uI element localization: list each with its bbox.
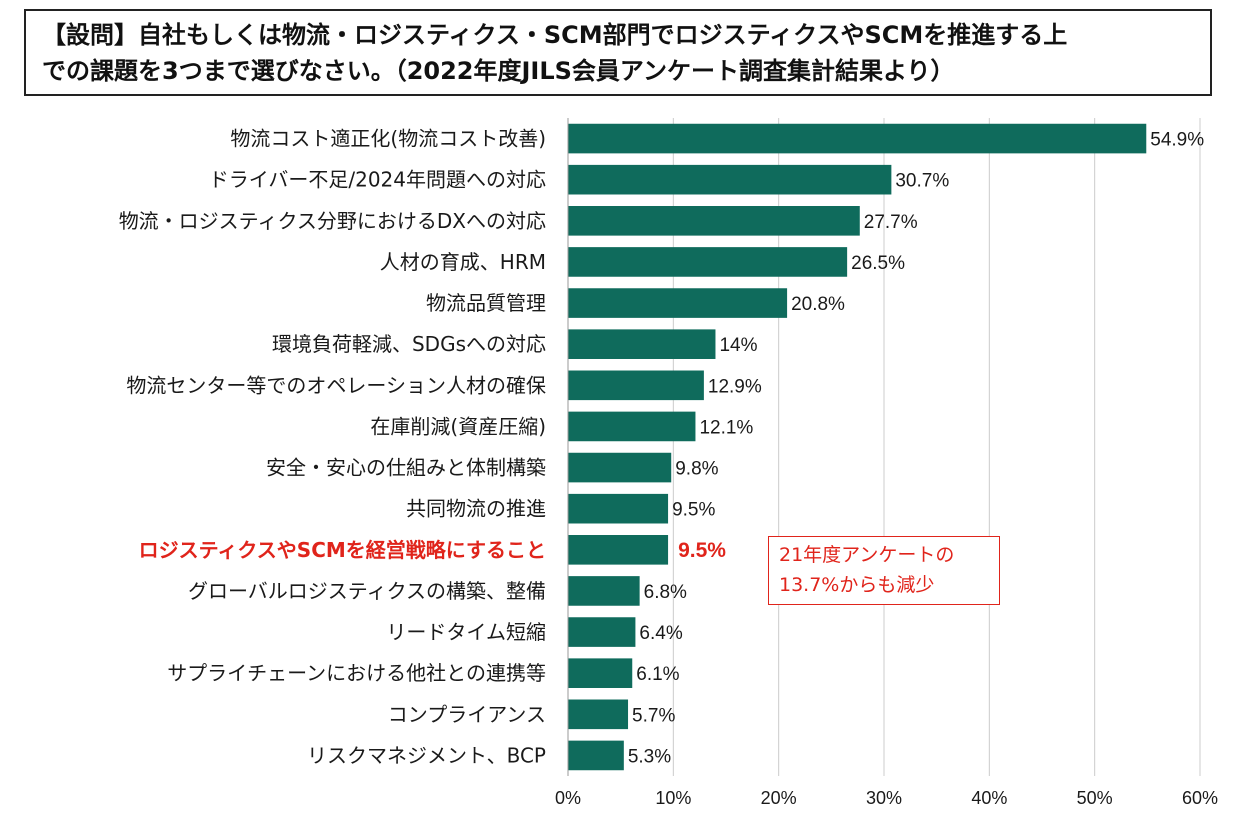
bar [568, 617, 636, 647]
category-label: グローバルロジスティクスの構築、整備 [188, 579, 546, 603]
x-tick-label: 10% [655, 788, 691, 808]
category-label: 物流センター等でのオペレーション人材の確保 [126, 373, 546, 397]
value-label: 27.7% [864, 212, 918, 233]
bar [568, 699, 629, 730]
chart-title-line-1: 【設問】自社もしくは物流・ロジスティクス・SCM部門でロジスティクスやSCMを推… [42, 21, 1068, 49]
x-tick-label: 0% [555, 788, 581, 808]
category-label: リードタイム短縮 [386, 620, 546, 644]
bar [568, 288, 788, 318]
value-label: 6.8% [644, 582, 687, 603]
bar [568, 164, 892, 195]
category-label: 物流コスト適正化(物流コスト改善) [230, 127, 546, 151]
category-label: 安全・安心の仕組みと体制構築 [266, 456, 546, 480]
bar [568, 452, 672, 483]
value-label: 9.5% [678, 539, 726, 562]
annotation-line-1: 21年度アンケートの [779, 544, 955, 566]
value-label: 5.7% [632, 705, 675, 726]
value-label: 9.8% [675, 459, 718, 480]
value-label: 5.3% [628, 746, 671, 767]
bar [568, 411, 696, 442]
x-tick-label: 20% [761, 788, 797, 808]
category-label: 共同物流の推進 [406, 497, 546, 521]
value-label: 54.9% [1150, 130, 1204, 151]
chart-title: 【設問】自社もしくは物流・ロジスティクス・SCM部門でロジスティクスやSCMを推… [24, 9, 1212, 96]
category-label: 物流品質管理 [426, 291, 546, 315]
category-label: ドライバー不足/2024年問題への対応 [209, 168, 546, 192]
x-tick-label: 60% [1182, 788, 1218, 808]
x-tick-label: 50% [1077, 788, 1113, 808]
category-label: サプライチェーンにおける他社との連携等 [167, 661, 546, 685]
bar [568, 329, 716, 359]
bar [568, 658, 633, 688]
annotation-callout: 21年度アンケートの 13.7%からも減少 [768, 536, 1000, 605]
category-label: 物流・ロジスティクス分野におけるDXへの対応 [119, 209, 546, 233]
category-label: 人材の育成、HRM [380, 250, 546, 274]
bar [568, 576, 640, 606]
x-tick-label: 30% [866, 788, 902, 808]
value-label: 12.9% [708, 376, 762, 397]
value-label: 12.1% [699, 417, 753, 438]
bar [568, 535, 669, 565]
category-label: コンプライアンス [388, 702, 546, 726]
value-label: 6.1% [636, 664, 679, 685]
value-label: 14% [719, 335, 757, 356]
value-label: 20.8% [791, 294, 845, 315]
bar [568, 206, 860, 236]
bar [568, 370, 704, 401]
bar [568, 247, 848, 277]
bar [568, 123, 1147, 154]
value-label: 9.5% [672, 500, 715, 521]
category-label: 在庫削減(資産圧縮) [370, 414, 546, 438]
category-label: ロジスティクスやSCMを経営戦略にすること [139, 538, 546, 562]
annotation-line-2: 13.7%からも減少 [779, 574, 935, 596]
bar [568, 493, 669, 524]
chart-title-line-2: での課題を3つまで選びなさい。（2022年度JILS会員アンケート調査集計結果よ… [42, 57, 955, 85]
value-label: 26.5% [851, 253, 905, 274]
category-label: 環境負荷軽減、SDGsへの対応 [272, 332, 546, 356]
category-label: リスクマネジメント、BCP [307, 743, 546, 767]
value-label: 30.7% [895, 171, 949, 192]
value-label: 6.4% [639, 623, 682, 644]
x-tick-label: 40% [971, 788, 1007, 808]
bar [568, 740, 624, 771]
